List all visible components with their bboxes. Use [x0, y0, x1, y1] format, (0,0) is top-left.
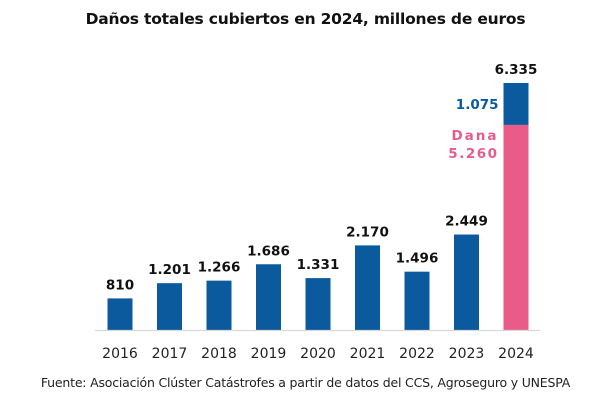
bar-2020: [305, 278, 331, 330]
value-label-2019: 1.686: [247, 243, 290, 259]
chart-title: Daños totales cubiertos en 2024, millone…: [85, 10, 526, 28]
x-tick-label-2017: 2017: [152, 346, 188, 362]
x-tick-label-2021: 2021: [350, 346, 386, 362]
x-tick-label-2020: 2020: [300, 346, 336, 362]
value-label-2022: 1.496: [396, 251, 439, 267]
value-label-2016: 810: [106, 277, 134, 293]
value-label-2024: 6.335: [495, 62, 538, 78]
bars-group: [107, 83, 529, 330]
value-label-2018: 1.266: [198, 260, 241, 276]
value-label-2021: 2.170: [346, 224, 389, 240]
x-tick-label-2019: 2019: [251, 346, 287, 362]
bar-2023: [454, 234, 479, 330]
bar-2021: [355, 245, 380, 330]
bar-2022: [404, 271, 430, 330]
bar-segment-resto: [503, 83, 529, 125]
bar-segment-dana: [503, 124, 529, 330]
x-tick-label-2022: 2022: [399, 346, 435, 362]
x-tick-label-2023: 2023: [449, 346, 485, 362]
source-note: Fuente: Asociación Clúster Catástrofes a…: [40, 375, 571, 390]
x-tick-label-2016: 2016: [102, 346, 138, 362]
value-label-2023: 2.449: [445, 214, 488, 230]
value-label-2020: 1.331: [297, 257, 340, 273]
bar-2017: [157, 283, 182, 330]
segment-label-resto: 1.075: [456, 97, 499, 113]
labels-group: 810 2016 1.201 2017 1.266 2018 1.686 2019 1.331 2…: [102, 62, 537, 362]
value-label-2017: 1.201: [148, 262, 191, 278]
x-tick-label-2024: 2024: [498, 346, 534, 362]
bar-2016: [107, 298, 133, 330]
bar-2019: [256, 264, 281, 330]
segment-label-dana-name: Dana: [451, 128, 498, 144]
bar-2018: [206, 280, 232, 330]
x-tick-label-2018: 2018: [201, 346, 237, 362]
segment-label-dana-value: 5.260: [448, 146, 498, 162]
